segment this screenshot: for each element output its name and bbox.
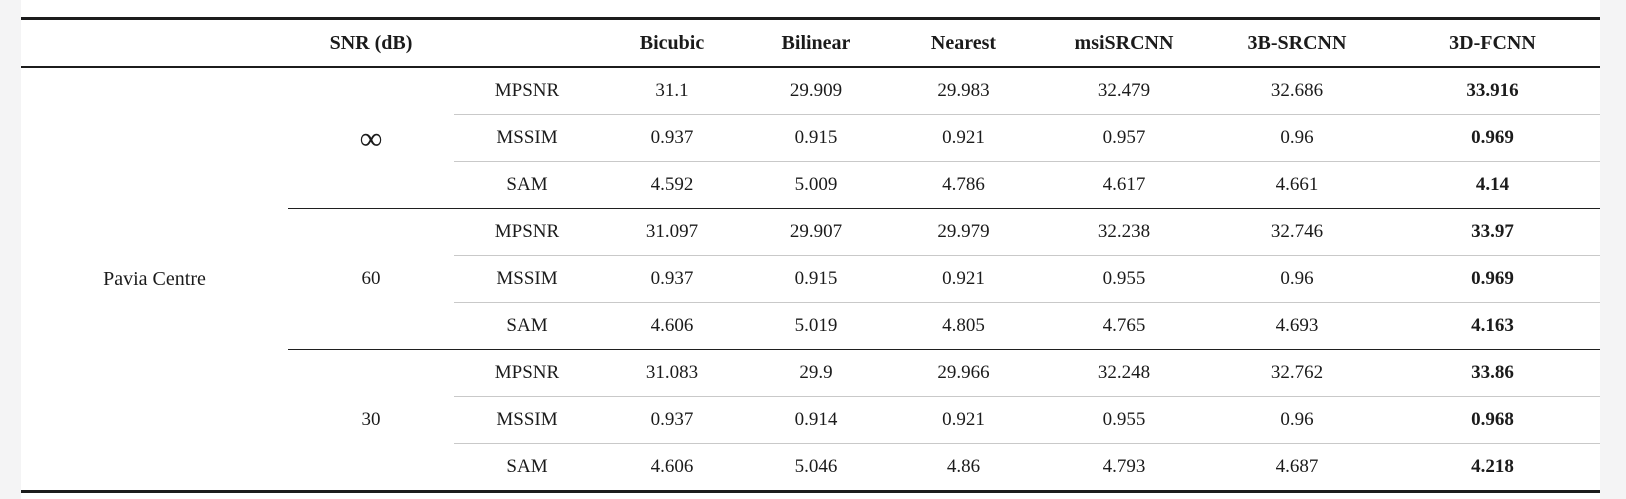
- value-cell: 4.606: [600, 443, 744, 492]
- value-cell: 33.97: [1385, 208, 1600, 256]
- value-cell: 4.606: [600, 302, 744, 350]
- snr-cell-infinity: ∞: [359, 120, 383, 156]
- value-cell: 0.955: [1039, 255, 1209, 303]
- value-cell: 0.921: [888, 114, 1039, 162]
- value-cell: 0.96: [1209, 114, 1385, 162]
- results-table: SNR (dB) Bicubic Bilinear Nearest msiSRC…: [21, 17, 1600, 493]
- value-cell: 4.86: [888, 443, 1039, 492]
- value-cell: 0.937: [600, 396, 744, 444]
- value-cell: 31.097: [600, 208, 744, 256]
- value-cell: 32.762: [1209, 349, 1385, 397]
- method-header-msisrcnn: msiSRCNN: [1039, 18, 1209, 68]
- metric-cell: MSSIM: [454, 396, 600, 444]
- value-cell: 29.9: [744, 349, 888, 397]
- value-cell: 31.1: [655, 80, 689, 101]
- value-cell: 5.046: [744, 443, 888, 492]
- method-header-bicubic: Bicubic: [600, 18, 744, 68]
- metric-cell: MPSNR: [454, 349, 600, 397]
- value-cell: 0.937: [600, 255, 744, 303]
- table-row: SAM 4.606 5.046 4.86 4.793 4.687 4.218: [21, 443, 1600, 492]
- value-cell: 32.686: [1270, 80, 1324, 101]
- value-cell: 4.805: [888, 302, 1039, 350]
- snr-cell-60: 60: [288, 208, 454, 350]
- table-header: SNR (dB) Bicubic Bilinear Nearest msiSRC…: [21, 18, 1600, 68]
- snr-header-cell: SNR (dB): [288, 18, 454, 68]
- value-cell: 29.983: [937, 80, 990, 101]
- value-cell: 32.248: [1039, 349, 1209, 397]
- value-cell: 4.617: [1039, 161, 1209, 209]
- table-row: 60 MPSNR 31.097 29.907 29.979 32.238 32.…: [21, 208, 1600, 350]
- value-cell: 4.693: [1209, 302, 1385, 350]
- table-row: SAM 4.592 5.009 4.786 4.617 4.661 4.14: [21, 161, 1600, 209]
- value-cell: 4.793: [1039, 443, 1209, 492]
- metric-cell: SAM: [454, 161, 600, 209]
- value-cell: 4.592: [600, 161, 744, 209]
- value-cell: 29.979: [888, 208, 1039, 256]
- value-cell: 0.921: [888, 396, 1039, 444]
- table-row: MSSIM 0.937 0.915 0.921 0.957 0.96 0.969: [21, 114, 1600, 162]
- value-cell: 32.238: [1039, 208, 1209, 256]
- value-cell: 29.907: [744, 208, 888, 256]
- paper-page-surface: SNR (dB) Bicubic Bilinear Nearest msiSRC…: [21, 0, 1600, 499]
- metric-cell: MPSNR: [454, 208, 600, 256]
- value-cell: 29.966: [888, 349, 1039, 397]
- value-cell: 31.083: [600, 349, 744, 397]
- value-cell: 4.661: [1209, 161, 1385, 209]
- metric-cell: MPSNR: [494, 80, 560, 101]
- snr-cell-30: 30: [288, 349, 454, 492]
- value-cell: 4.687: [1209, 443, 1385, 492]
- value-cell: 0.955: [1039, 396, 1209, 444]
- value-cell: 0.914: [744, 396, 888, 444]
- table-row: SAM 4.606 5.019 4.805 4.765 4.693 4.163: [21, 302, 1600, 350]
- value-cell: 32.479: [1097, 80, 1151, 101]
- value-cell: 0.957: [1039, 114, 1209, 162]
- metric-cell: MSSIM: [454, 114, 600, 162]
- metric-cell: SAM: [454, 302, 600, 350]
- dataset-header-cell: [21, 18, 288, 68]
- value-cell: 0.96: [1209, 396, 1385, 444]
- value-cell: 0.969: [1385, 114, 1600, 162]
- value-cell: 0.915: [744, 255, 888, 303]
- value-cell: 32.746: [1209, 208, 1385, 256]
- value-cell: 0.96: [1209, 255, 1385, 303]
- table-row: Pavia Centre ∞ MPSNR 31.1 29.909 29.983 …: [21, 67, 1600, 290]
- table-row: 30 MPSNR 31.083 29.9 29.966 32.248 32.76…: [21, 349, 1600, 492]
- value-cell: 0.969: [1385, 255, 1600, 303]
- value-cell: 4.786: [888, 161, 1039, 209]
- metric-cell: SAM: [454, 443, 600, 492]
- metric-header-cell: [454, 18, 600, 68]
- value-cell: 4.14: [1385, 161, 1600, 209]
- value-cell: 0.937: [600, 114, 744, 162]
- header-row: SNR (dB) Bicubic Bilinear Nearest msiSRC…: [21, 18, 1600, 68]
- table-body: Pavia Centre ∞ MPSNR 31.1 29.909 29.983 …: [21, 67, 1600, 492]
- dataset-cell: Pavia Centre: [103, 267, 206, 290]
- method-header-3d-fcnn: 3D-FCNN: [1385, 18, 1600, 68]
- value-cell: 33.916: [1466, 80, 1519, 101]
- value-cell: 5.019: [744, 302, 888, 350]
- value-cell: 33.86: [1385, 349, 1600, 397]
- method-header-bilinear: Bilinear: [744, 18, 888, 68]
- metric-cell: MSSIM: [454, 255, 600, 303]
- value-cell: 0.915: [744, 114, 888, 162]
- table-row: MSSIM 0.937 0.914 0.921 0.955 0.96 0.968: [21, 396, 1600, 444]
- value-cell: 0.968: [1385, 396, 1600, 444]
- value-cell: 5.009: [744, 161, 888, 209]
- value-cell: 4.218: [1385, 443, 1600, 492]
- value-cell: 4.163: [1385, 302, 1600, 350]
- table-row: MSSIM 0.937 0.915 0.921 0.955 0.96 0.969: [21, 255, 1600, 303]
- value-cell: 0.921: [888, 255, 1039, 303]
- value-cell: 29.909: [789, 80, 843, 101]
- method-header-3b-srcnn: 3B-SRCNN: [1209, 18, 1385, 68]
- method-header-nearest: Nearest: [888, 18, 1039, 68]
- value-cell: 4.765: [1039, 302, 1209, 350]
